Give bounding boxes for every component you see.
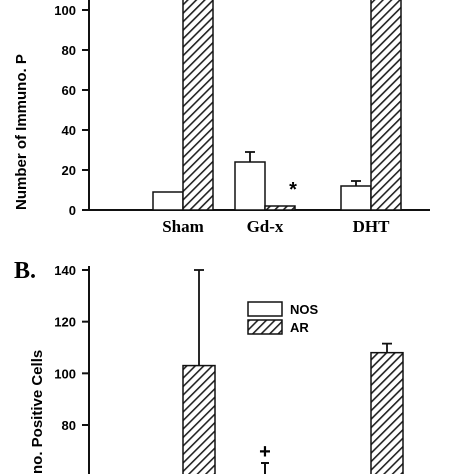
panel-a-bar-nos-dht [340,185,372,211]
panel-a-category-dht: DHT [353,217,391,236]
panel-a-y-tick-label: 60 [62,83,76,98]
panel-a-y-tick-label: 20 [62,163,76,178]
panel-a-bar-ar-dht [370,0,402,211]
panel-b-y-tick-label: 120 [54,315,76,330]
panel-b-y-tick-label: 140 [54,263,76,278]
panel-a-y-axis-label: Number of Immuno. P [13,54,30,210]
legend-label-nos: NOS [290,302,319,317]
panel-b-bar-ar-dht [370,351,404,474]
legend-label-ar: AR [290,320,309,335]
panel-a-category-sham: Sham [162,217,204,236]
panel-b-significance-mark: + [259,441,271,463]
panel-b-y-axis-label: no. Positive Cells [29,350,46,474]
panel-a-y-tick-label: 40 [62,123,76,138]
panel-b-y-tick-label: 80 [62,418,76,433]
panel-a-y-tick-label: 100 [54,3,76,18]
panel-a-chart: Number of Immuno. P 0 20 40 60 80 100 Sham Gd… [13,0,430,236]
legend-swatch-nos [247,301,283,317]
panel-a-y-tick-label: 0 [69,203,76,218]
legend-swatch-ar [247,319,283,335]
panel-a-bar-nos-sham [152,191,184,211]
panel-a-bar-ar-sham [182,0,214,211]
panel-b-label: B. [14,258,36,284]
panel-a-y-tick-label: 80 [62,43,76,58]
panel-a-significance-mark: * [289,179,297,201]
panel-b-y-tick-label: 100 [54,366,76,381]
panel-a-bar-ar-gd-x [264,205,296,211]
panel-a-category-gd-x: Gd-x [247,217,284,236]
panel-b-bar-ar-sham [182,364,216,474]
panel-a-bar-nos-gd-x [234,161,266,211]
